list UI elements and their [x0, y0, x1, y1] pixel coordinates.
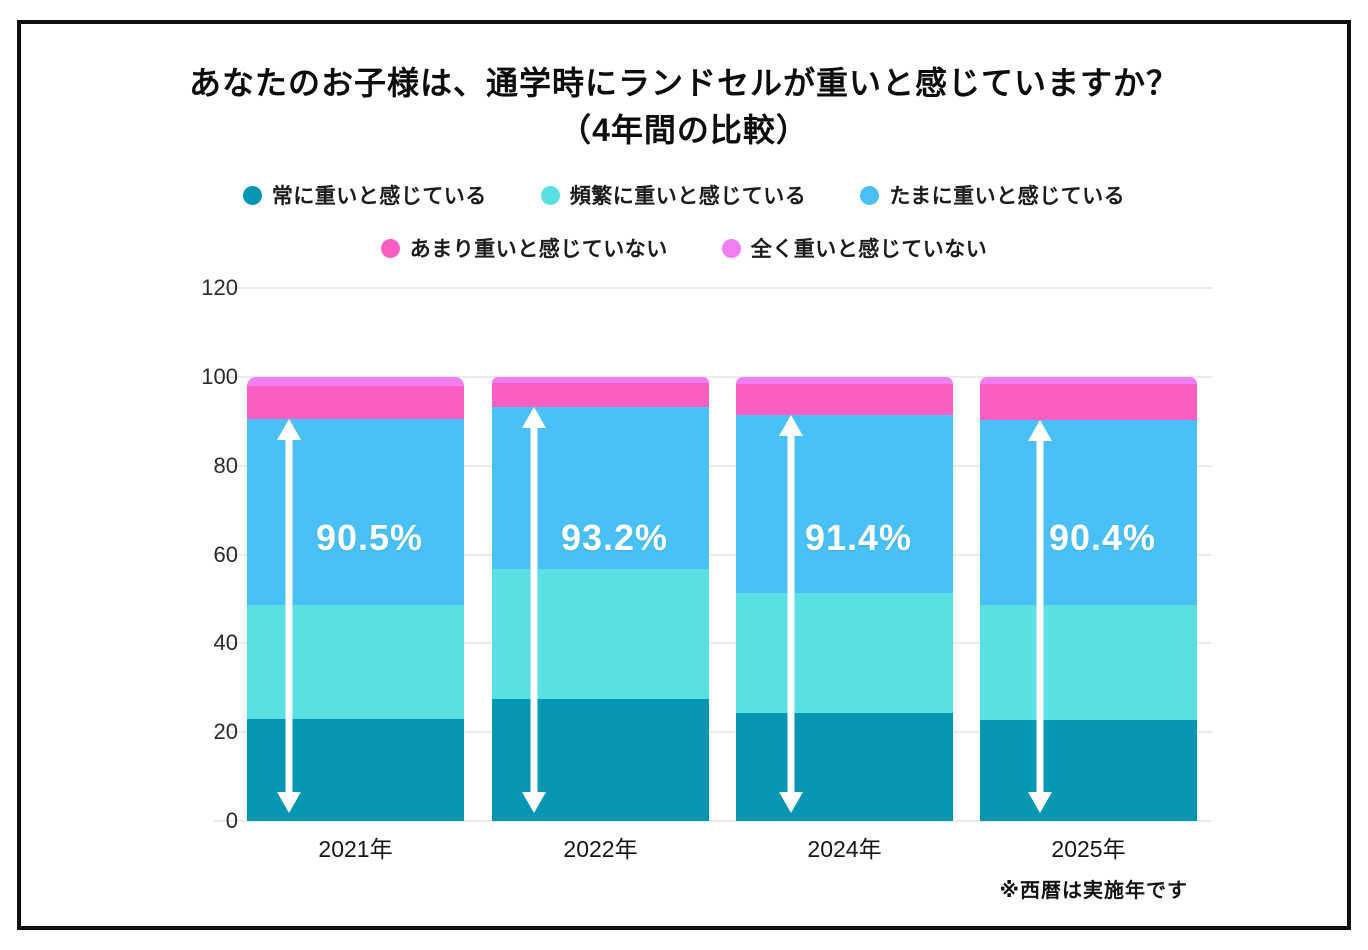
bar-segment [492, 568, 709, 699]
legend-row-2: あまり重いと感じていない 全く重いと感じていない [0, 233, 1368, 263]
y-axis-tick-label: 60 [213, 541, 238, 567]
bar-segment [980, 605, 1197, 721]
grid-line [214, 642, 1212, 645]
legend-dot-icon [380, 238, 400, 258]
legend-label: 全く重いと感じていない [750, 238, 988, 261]
bar-segment [736, 415, 953, 593]
bar-segment [980, 720, 1197, 821]
legend-dot-icon [242, 185, 262, 205]
grid-line [214, 731, 1212, 734]
grid-line [214, 376, 1212, 378]
legend-item: 常に重いと感じている [242, 180, 487, 210]
legend-dot-icon [721, 238, 741, 258]
y-axis-tick-label: 80 [213, 452, 238, 478]
heavy-total-percentage-label: 91.4% [804, 517, 913, 558]
grid-line [214, 553, 1212, 556]
x-axis-category-label: 2021年 [318, 836, 393, 862]
bar-segment [247, 718, 464, 821]
legend-dot-icon [860, 185, 880, 205]
legend-label: たまに重いと感じている [889, 185, 1126, 208]
y-axis-tick-label: 120 [201, 275, 238, 301]
double-arrow-icon [779, 415, 803, 814]
chart-footnote: ※西暦は実施年です [999, 880, 1188, 902]
x-axis-category-label: 2022年 [563, 836, 638, 862]
chart-title-line2: （4年間の比較） [559, 112, 809, 148]
double-arrow-icon [1028, 419, 1052, 813]
legend-item: あまり重いと感じていない [380, 233, 668, 263]
bar-segment [247, 419, 464, 606]
legend-dot-icon [540, 185, 560, 205]
heavy-total-percentage-label: 90.5% [315, 517, 424, 558]
bar-segment [492, 407, 709, 569]
bar-segment [736, 592, 953, 714]
legend-label: あまり重いと感じていない [409, 238, 668, 261]
bar-segment [980, 384, 1197, 420]
x-axis-category-label: 2024年 [807, 836, 882, 862]
legend-row-1: 常に重いと感じている 頻繁に重いと感じている たまに重いと感じている [0, 180, 1368, 210]
bar-segment [736, 713, 953, 821]
grid-line [214, 287, 1212, 290]
double-arrow-icon [277, 419, 301, 814]
x-axis-category-label: 2025年 [1051, 836, 1126, 862]
bar-segment [736, 384, 953, 416]
legend-item: 頻繁に重いと感じている [540, 180, 807, 210]
chart-title-line1: あなたのお子様は、通学時にランドセルが重いと感じていますか？ [188, 65, 1179, 101]
y-axis-tick-label: 20 [213, 719, 238, 745]
bar-segment [980, 377, 1197, 385]
legend-item: たまに重いと感じている [860, 180, 1125, 210]
double-arrow-icon [522, 407, 546, 814]
heavy-total-percentage-label: 90.4% [1048, 517, 1157, 558]
legend-item: 全く重いと感じていない [721, 233, 988, 263]
bar-segment [736, 377, 953, 385]
bar-segment [247, 605, 464, 719]
bar-segment [492, 383, 709, 408]
legend-label: 頻繁に重いと感じている [569, 185, 807, 208]
heavy-total-percentage-label: 93.2% [560, 517, 669, 558]
y-axis-tick-label: 0 [225, 808, 238, 833]
grid-line [214, 464, 1212, 467]
bar-segment [980, 419, 1197, 606]
bar-segment [247, 377, 464, 386]
grid-line [214, 820, 1212, 822]
bar-segment [247, 385, 464, 420]
y-axis-tick-label: 100 [201, 364, 238, 389]
chart-title: あなたのお子様は、通学時にランドセルが重いと感じていますか？ （4年間の比較） [0, 60, 1368, 154]
y-axis-tick-label: 40 [213, 630, 238, 656]
bar-segment [492, 377, 709, 384]
legend-label: 常に重いと感じている [271, 185, 487, 208]
